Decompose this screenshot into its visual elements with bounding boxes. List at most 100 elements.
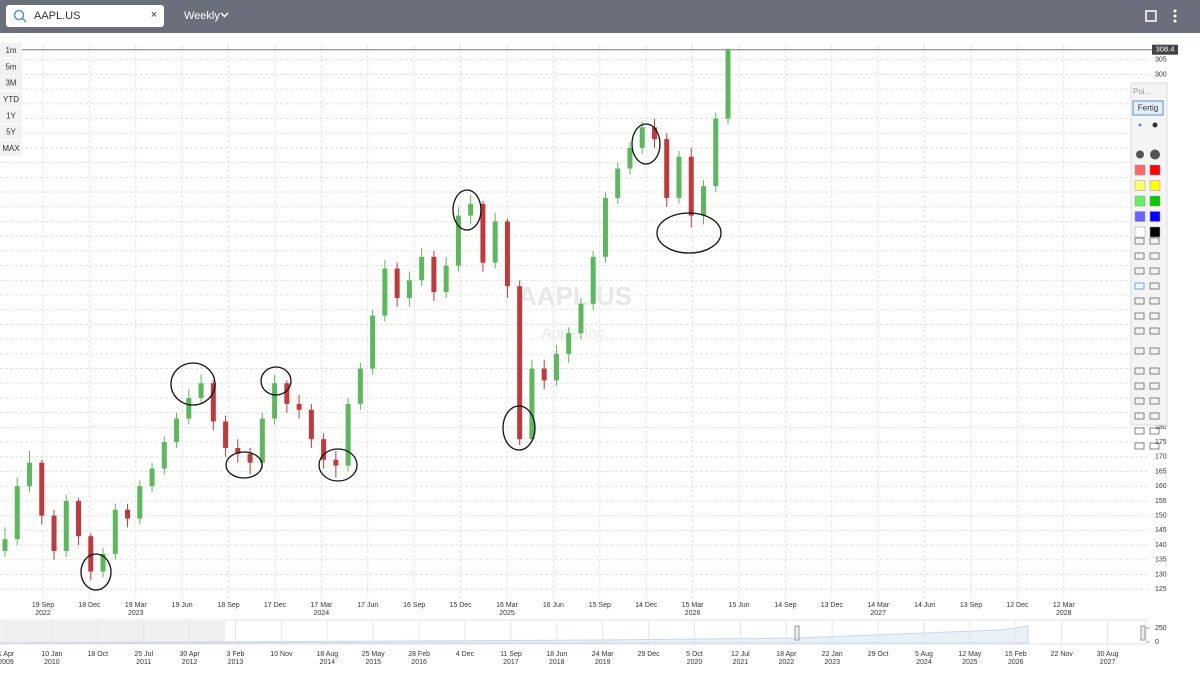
y-tick-label: 155 [1155,498,1167,505]
navigator-year: 2026 [1008,659,1024,666]
tool-icon[interactable] [1149,347,1160,355]
tool-icon[interactable] [1149,267,1160,275]
color-swatch[interactable] [1134,211,1146,222]
tool-icon[interactable] [1149,412,1160,420]
navigator-label: 5 Aug [915,651,933,658]
color-swatch[interactable] [1149,164,1161,176]
candle-body [406,280,412,298]
tool-icon[interactable] [1134,237,1145,245]
tool-icon[interactable] [1149,237,1160,245]
tool-icon[interactable] [1149,397,1160,405]
x-tick-label: 15 Jun [728,602,749,609]
navigator-label: 12 Jul [731,651,750,658]
tool-icon[interactable] [1149,382,1160,390]
tool-icon[interactable] [1149,367,1160,375]
tool-icon[interactable] [1136,150,1144,159]
color-swatch[interactable] [1134,164,1146,176]
range-button[interactable] [0,43,22,58]
tool-icon[interactable] [1149,427,1160,435]
tool-icon[interactable] [1134,282,1145,290]
color-swatch[interactable] [1134,226,1146,238]
done-label: Fertig [1138,104,1158,113]
color-swatch[interactable] [1149,180,1161,191]
y-tick-label: 150 [1155,512,1167,519]
color-swatch[interactable] [1134,195,1146,207]
ellipse-annotation [80,553,112,591]
candle-body [223,421,229,448]
x-tick-label: 17 Mar [311,602,333,609]
tool-icon[interactable] [1134,327,1145,335]
x-tick-label: 12 Dec [1006,602,1029,609]
tool-icon[interactable] [1149,282,1160,290]
navigator-label: 22 Nov [1051,651,1074,658]
navigator-label: 11 Sep [500,651,522,658]
tool-icon[interactable] [1134,347,1145,355]
navigator-year: 2019 [595,659,611,666]
candle-body [186,397,192,419]
range-button[interactable] [0,91,22,107]
tool-icon[interactable] [1134,297,1145,305]
drawing-toolbar: Poi... Fertig [1130,82,1168,450]
tool-icon[interactable] [1134,397,1145,405]
candle-body [431,256,437,293]
color-swatch[interactable] [1134,180,1146,191]
tool-icon[interactable] [1134,412,1145,420]
x-tick-year: 2026 [685,610,701,617]
x-tick-label: 17 Dec [264,602,287,609]
tool-icon[interactable] [1149,442,1160,450]
navigator-label: 12 May [958,651,981,658]
navigator-year: 2025 [962,659,978,666]
navigator-year: 2014 [320,659,336,666]
candle-body [700,186,706,216]
candle-body [443,265,449,293]
candle-body [553,353,559,381]
color-swatch[interactable] [1149,211,1161,222]
menu-button[interactable] [1173,9,1177,13]
navigator-year: 2012 [182,659,198,666]
navigator-label: 18 Apr [776,651,797,658]
tool-icon[interactable] [1149,297,1160,305]
range-button[interactable] [0,59,22,75]
y-tick-label: 130 [1155,571,1167,578]
x-tick-label: 19 Sep [32,602,54,609]
candle-body [639,127,645,148]
navigator-label: 18 Jun [546,651,567,658]
range-button[interactable] [0,108,22,124]
clear-button[interactable]: × [151,9,157,21]
navigator-handle[interactable] [794,625,800,641]
search-text: AAPL.US [34,10,80,22]
tool-icon[interactable] [1149,312,1160,320]
tool-icon[interactable] [1152,122,1158,128]
navigator-handle[interactable] [1140,625,1146,641]
done-button[interactable] [1132,100,1164,116]
tool-icon[interactable] [1134,427,1145,435]
interval-select[interactable]: Weekly [184,10,220,22]
color-swatch[interactable] [1149,195,1161,207]
navigator-label: 5 Oct [686,651,703,658]
image-button[interactable] [1145,10,1157,22]
search-box[interactable] [6,5,164,27]
candles [2,47,731,581]
tool-icon[interactable] [1134,367,1145,375]
range-button[interactable] [0,140,22,156]
x-tick-year: 2028 [1056,610,1072,617]
tool-icon[interactable] [1149,327,1160,335]
y-tick-label: 125 [1155,586,1167,593]
tool-icon[interactable] [1134,252,1145,260]
tool-icon[interactable] [1134,267,1145,275]
range-button[interactable] [0,124,22,140]
tool-icon[interactable] [1134,312,1145,320]
candle-body [676,156,682,198]
x-tick-label: 19 Mar [125,602,147,609]
candle-body [333,459,339,466]
candle-body [125,509,131,519]
tool-icon[interactable] [1138,123,1142,127]
tool-icon[interactable] [1150,149,1160,160]
range-button[interactable] [0,75,22,91]
tool-icon[interactable] [1134,382,1145,390]
tool-icon[interactable] [1149,252,1160,260]
x-tick-label: 14 Sep [774,602,796,609]
tool-icon[interactable] [1134,442,1145,450]
color-swatch[interactable] [1149,226,1161,238]
